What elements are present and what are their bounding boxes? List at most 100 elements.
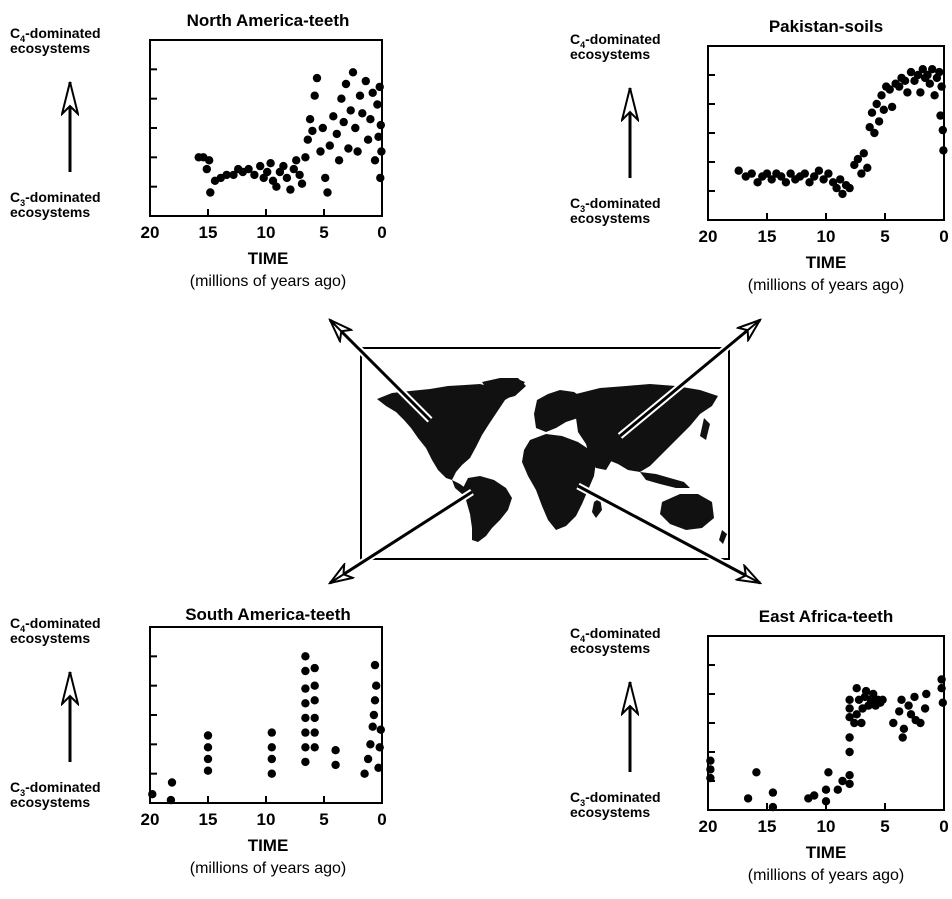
- data-point: [838, 776, 847, 786]
- data-point: [203, 766, 213, 775]
- data-point: [339, 117, 348, 127]
- data-point: [368, 722, 377, 731]
- data-point: [301, 666, 310, 676]
- data-point: [351, 123, 360, 133]
- chart-title: Pakistan-soils: [769, 17, 883, 36]
- data-point: [353, 147, 362, 156]
- c3-ecosystems-label: ecosystems: [10, 204, 90, 220]
- data-point: [318, 123, 327, 133]
- arrow-to-north-america: [330, 320, 432, 422]
- connector-arrows: [327, 317, 760, 587]
- data-point: [222, 170, 231, 180]
- x-tick-label: 5: [880, 817, 889, 836]
- data-point: [916, 718, 925, 728]
- data-point: [845, 771, 854, 780]
- plot-frame: [707, 635, 945, 811]
- data-point: [301, 728, 310, 737]
- data-point: [372, 681, 381, 690]
- data-point: [885, 85, 894, 94]
- south-america-landmass: [462, 476, 512, 542]
- data-point: [316, 147, 325, 156]
- data-point: [845, 695, 854, 704]
- data-point: [203, 731, 213, 740]
- data-point: [376, 173, 385, 183]
- data-point: [897, 695, 906, 704]
- x-tick-label: 5: [319, 223, 328, 242]
- x-tick-label: 10: [257, 810, 276, 829]
- data-point: [368, 88, 377, 98]
- data-point: [895, 707, 904, 716]
- data-point: [845, 704, 854, 713]
- c3-label: C3-dominated: [570, 195, 661, 214]
- c3-ecosystems-label: ecosystems: [10, 794, 90, 810]
- data-point: [370, 660, 380, 670]
- data-point: [810, 791, 819, 800]
- chart-title: East Africa-teeth: [759, 607, 893, 626]
- data-point: [308, 126, 317, 136]
- data-point: [910, 692, 919, 702]
- data-point: [850, 718, 859, 728]
- data-point: [329, 112, 338, 121]
- data-point: [263, 167, 272, 177]
- c4-label: C4-dominated: [570, 31, 661, 50]
- data-point: [360, 769, 369, 778]
- data-point: [925, 79, 934, 88]
- plot-frame: [149, 39, 383, 217]
- data-point: [913, 70, 923, 80]
- x-axis-label: TIME: [806, 843, 847, 862]
- new-zealand-landmass: [719, 530, 727, 544]
- data-point: [920, 704, 930, 713]
- data-point: [321, 173, 330, 183]
- data-point: [344, 144, 353, 153]
- x-axis-label: TIME: [248, 836, 289, 855]
- data-point: [857, 169, 866, 178]
- panel-1: Pakistan-soils 20 15 10 5 0 TIME (millions of y…: [570, 17, 949, 294]
- data-point: [706, 765, 715, 774]
- data-point: [937, 684, 946, 693]
- x-axis-unit: (millions of years ago): [748, 867, 905, 884]
- data-point: [203, 743, 213, 752]
- data-point: [272, 182, 281, 191]
- data-point: [376, 120, 385, 130]
- data-point: [310, 91, 319, 100]
- x-axis-label: TIME: [248, 249, 289, 268]
- x-tick-label: 15: [199, 810, 218, 829]
- data-point: [867, 108, 877, 117]
- data-point: [863, 163, 872, 172]
- data-point: [205, 156, 214, 165]
- data-point: [938, 698, 947, 707]
- data-point: [874, 117, 884, 126]
- data-point: [370, 156, 380, 165]
- data-point: [747, 169, 756, 178]
- japan-landmass: [700, 418, 710, 440]
- c4-ecosystems-label: ecosystems: [570, 46, 650, 62]
- data-point: [824, 169, 833, 178]
- c4-ecosystems-label: ecosystems: [10, 630, 90, 646]
- data-point: [310, 713, 319, 723]
- data-point: [341, 79, 351, 89]
- data-point: [906, 710, 916, 719]
- data-point: [922, 689, 931, 699]
- x-tick-label: 20: [141, 810, 160, 829]
- data-point: [870, 128, 879, 138]
- data-point: [768, 788, 778, 797]
- x-tick-label: 10: [257, 223, 276, 242]
- australia-landmass: [660, 494, 714, 530]
- data-point: [202, 164, 211, 174]
- data-point: [937, 82, 946, 91]
- data-point: [923, 70, 932, 80]
- x-tick-label: 15: [199, 223, 218, 242]
- x-tick-label: 0: [939, 817, 948, 836]
- data-point: [853, 154, 863, 164]
- data-point: [777, 172, 786, 181]
- data-point: [938, 125, 947, 135]
- data-point: [845, 733, 854, 742]
- data-point: [369, 710, 379, 720]
- data-point: [279, 161, 288, 171]
- data-point: [887, 102, 897, 112]
- data-point: [363, 754, 373, 764]
- data-point: [935, 67, 944, 77]
- data-point: [377, 147, 386, 156]
- data-point: [229, 170, 238, 180]
